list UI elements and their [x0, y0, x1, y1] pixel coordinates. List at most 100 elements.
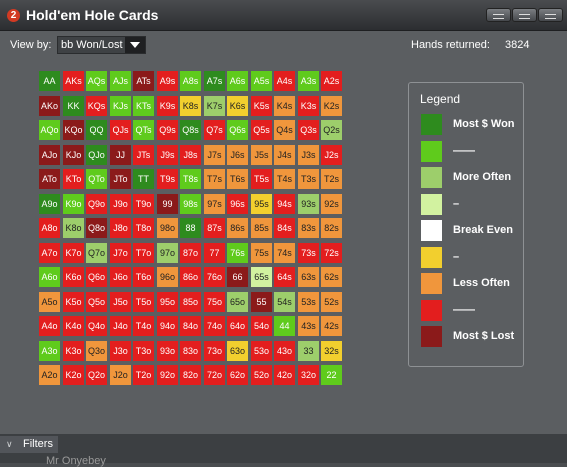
hand-cell-94s[interactable]: 94s — [274, 194, 295, 214]
hand-cell-75o[interactable]: 75o — [204, 292, 225, 312]
hand-cell-q9s[interactable]: Q9s — [157, 120, 178, 140]
hand-cell-33[interactable]: 33 — [298, 341, 319, 361]
hand-cell-42s[interactable]: 42s — [321, 316, 342, 336]
hand-cell-72o[interactable]: 72o — [204, 365, 225, 385]
hand-cell-aa[interactable]: AA — [39, 71, 60, 91]
hand-cell-52s[interactable]: 52s — [321, 292, 342, 312]
hand-cell-53o[interactable]: 53o — [251, 341, 272, 361]
hand-cell-44[interactable]: 44 — [274, 316, 295, 336]
hand-cell-ako[interactable]: AKo — [39, 96, 60, 116]
hand-cell-a5o[interactable]: A5o — [39, 292, 60, 312]
hand-cell-t8o[interactable]: T8o — [133, 218, 154, 238]
hand-cell-82s[interactable]: 82s — [321, 218, 342, 238]
hand-cell-t8s[interactable]: T8s — [180, 169, 201, 189]
hand-cell-q4o[interactable]: Q4o — [86, 316, 107, 336]
hand-cell-j3o[interactable]: J3o — [110, 341, 131, 361]
hand-cell-76s[interactable]: 76s — [227, 243, 248, 263]
hand-cell-42o[interactable]: 42o — [274, 365, 295, 385]
hand-cell-j8s[interactable]: J8s — [180, 145, 201, 165]
hand-cell-k5s[interactable]: K5s — [251, 96, 272, 116]
hand-cell-a6s[interactable]: A6s — [227, 71, 248, 91]
hand-cell-aqs[interactable]: AQs — [86, 71, 107, 91]
hand-cell-a4o[interactable]: A4o — [39, 316, 60, 336]
hand-cell-k8o[interactable]: K8o — [63, 218, 84, 238]
hand-cell-32s[interactable]: 32s — [321, 341, 342, 361]
hand-cell-t2o[interactable]: T2o — [133, 365, 154, 385]
hand-cell-kts[interactable]: KTs — [133, 96, 154, 116]
hand-cell-k3s[interactable]: K3s — [298, 96, 319, 116]
hand-cell-j4o[interactable]: J4o — [110, 316, 131, 336]
hand-cell-a5s[interactable]: A5s — [251, 71, 272, 91]
hand-cell-k6o[interactable]: K6o — [63, 267, 84, 287]
hand-cell-87o[interactable]: 87o — [180, 243, 201, 263]
hand-cell-j4s[interactable]: J4s — [274, 145, 295, 165]
hand-cell-t7s[interactable]: T7s — [204, 169, 225, 189]
hand-cell-k2s[interactable]: K2s — [321, 96, 342, 116]
chevron-down-icon[interactable] — [125, 37, 145, 53]
hand-cell-86s[interactable]: 86s — [227, 218, 248, 238]
hand-cell-54s[interactable]: 54s — [274, 292, 295, 312]
hand-cell-j2o[interactable]: J2o — [110, 365, 131, 385]
hand-cell-k6s[interactable]: K6s — [227, 96, 248, 116]
hand-cell-82o[interactable]: 82o — [180, 365, 201, 385]
hand-cell-kjs[interactable]: KJs — [110, 96, 131, 116]
hand-cell-j8o[interactable]: J8o — [110, 218, 131, 238]
hand-cell-62s[interactable]: 62s — [321, 267, 342, 287]
hand-cell-74o[interactable]: 74o — [204, 316, 225, 336]
hand-cell-22[interactable]: 22 — [321, 365, 342, 385]
hand-cell-qts[interactable]: QTs — [133, 120, 154, 140]
hand-cell-73s[interactable]: 73s — [298, 243, 319, 263]
hand-cell-j9o[interactable]: J9o — [110, 194, 131, 214]
hand-cell-a2o[interactable]: A2o — [39, 365, 60, 385]
hand-cell-53s[interactable]: 53s — [298, 292, 319, 312]
hand-cell-88[interactable]: 88 — [180, 218, 201, 238]
hand-cell-a6o[interactable]: A6o — [39, 267, 60, 287]
hand-cell-85o[interactable]: 85o — [180, 292, 201, 312]
hand-cell-ats[interactable]: ATs — [133, 71, 154, 91]
hand-cell-77[interactable]: 77 — [204, 243, 225, 263]
minimize-button[interactable] — [486, 8, 511, 22]
hand-cell-kk[interactable]: KK — [63, 96, 84, 116]
hand-cell-97o[interactable]: 97o — [157, 243, 178, 263]
hand-cell-85s[interactable]: 85s — [251, 218, 272, 238]
hand-cell-92s[interactable]: 92s — [321, 194, 342, 214]
hand-cell-q9o[interactable]: Q9o — [86, 194, 107, 214]
hand-cell-65s[interactable]: 65s — [251, 267, 272, 287]
hand-cell-95o[interactable]: 95o — [157, 292, 178, 312]
view-by-select[interactable]: bb Won/Lost — [57, 36, 146, 54]
hand-cell-a4s[interactable]: A4s — [274, 71, 295, 91]
hand-cell-64s[interactable]: 64s — [274, 267, 295, 287]
hand-cell-aqo[interactable]: AQo — [39, 120, 60, 140]
hand-cell-qq[interactable]: QQ — [86, 120, 107, 140]
hand-cell-j5o[interactable]: J5o — [110, 292, 131, 312]
hand-cell-j9s[interactable]: J9s — [157, 145, 178, 165]
hand-cell-t2s[interactable]: T2s — [321, 169, 342, 189]
hand-cell-96s[interactable]: 96s — [227, 194, 248, 214]
hand-cell-j6s[interactable]: J6s — [227, 145, 248, 165]
hand-cell-jts[interactable]: JTs — [133, 145, 154, 165]
hand-cell-ajo[interactable]: AJo — [39, 145, 60, 165]
hand-cell-q6s[interactable]: Q6s — [227, 120, 248, 140]
hand-cell-k8s[interactable]: K8s — [180, 96, 201, 116]
hand-cell-66[interactable]: 66 — [227, 267, 248, 287]
hand-cell-t7o[interactable]: T7o — [133, 243, 154, 263]
hand-cell-43s[interactable]: 43s — [298, 316, 319, 336]
hand-cell-qto[interactable]: QTo — [86, 169, 107, 189]
hand-cell-q5o[interactable]: Q5o — [86, 292, 107, 312]
hand-cell-k7o[interactable]: K7o — [63, 243, 84, 263]
hand-cell-t4s[interactable]: T4s — [274, 169, 295, 189]
hand-cell-k5o[interactable]: K5o — [63, 292, 84, 312]
hand-cell-q4s[interactable]: Q4s — [274, 120, 295, 140]
hand-cell-63o[interactable]: 63o — [227, 341, 248, 361]
hand-cell-95s[interactable]: 95s — [251, 194, 272, 214]
hand-cell-j7s[interactable]: J7s — [204, 145, 225, 165]
hand-cell-73o[interactable]: 73o — [204, 341, 225, 361]
hand-cell-84s[interactable]: 84s — [274, 218, 295, 238]
hand-cell-kqo[interactable]: KQo — [63, 120, 84, 140]
hand-cell-q8s[interactable]: Q8s — [180, 120, 201, 140]
hand-cell-a9o[interactable]: A9o — [39, 194, 60, 214]
hand-cell-j5s[interactable]: J5s — [251, 145, 272, 165]
hand-cell-k9s[interactable]: K9s — [157, 96, 178, 116]
hand-cell-52o[interactable]: 52o — [251, 365, 272, 385]
hand-cell-k4s[interactable]: K4s — [274, 96, 295, 116]
